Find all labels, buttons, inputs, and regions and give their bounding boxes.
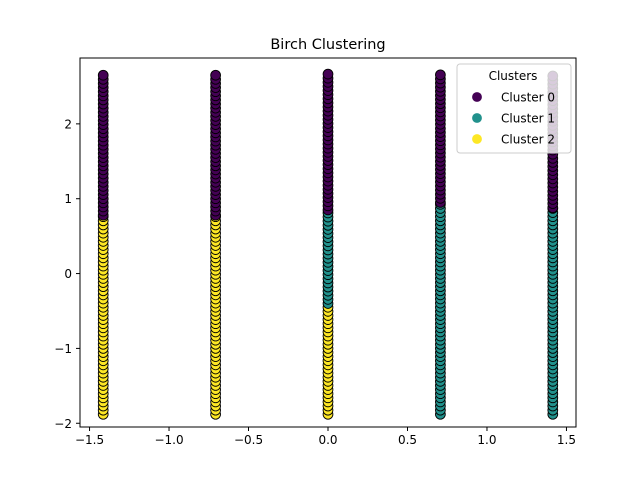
x-tick-label: −1.5 (75, 433, 104, 447)
y-tick-label: −1 (54, 342, 72, 356)
legend-marker (472, 92, 482, 102)
x-tick-label: 0.5 (398, 433, 417, 447)
y-tick-label: 1 (64, 192, 72, 206)
x-axis: −1.5 −1.0 −0.5 0.0 0.5 1.0 1.5 (75, 427, 576, 447)
x-tick-label: 0.0 (318, 433, 337, 447)
chart-title: Birch Clustering (270, 37, 385, 53)
x-tick-label: 1.0 (477, 433, 496, 447)
scatter-point (435, 69, 446, 81)
legend-title: Clusters (489, 69, 538, 83)
legend-label: Cluster 2 (501, 133, 555, 147)
x-tick-label: 1.5 (557, 433, 576, 447)
y-tick-label: 2 (64, 117, 72, 131)
legend-marker (472, 134, 482, 144)
legend-marker (472, 113, 482, 123)
legend: Clusters Cluster 0 Cluster 1 Cluster 2 (456, 63, 572, 154)
x-tick-label: −1.0 (154, 433, 183, 447)
legend-label: Cluster 1 (501, 112, 555, 126)
y-tick-label: −2 (54, 417, 72, 431)
plot-frame (79, 57, 577, 428)
x-tick-label: −0.5 (234, 433, 263, 447)
scatter-point (97, 69, 109, 81)
y-axis: −2 −1 0 1 2 (54, 117, 80, 431)
legend-entries: Cluster 0 Cluster 1 Cluster 2 (472, 91, 555, 147)
y-tick-label: 0 (64, 267, 72, 281)
scatter-point (322, 68, 334, 80)
legend-label: Cluster 0 (501, 91, 555, 105)
legend-box (456, 63, 572, 154)
scatter-point (210, 69, 221, 81)
